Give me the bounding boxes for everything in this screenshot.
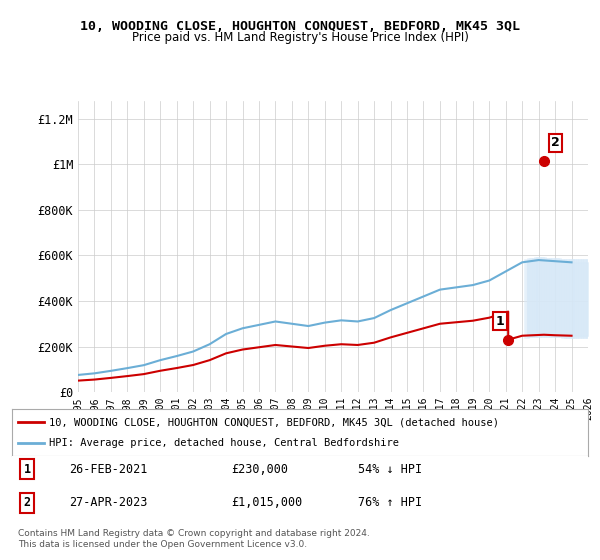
Text: 10, WOODING CLOSE, HOUGHTON CONQUEST, BEDFORD, MK45 3QL: 10, WOODING CLOSE, HOUGHTON CONQUEST, BE… bbox=[80, 20, 520, 32]
Text: 54% ↓ HPI: 54% ↓ HPI bbox=[358, 463, 422, 476]
Text: 2: 2 bbox=[551, 137, 560, 150]
Text: 2: 2 bbox=[23, 496, 31, 509]
Text: Price paid vs. HM Land Registry's House Price Index (HPI): Price paid vs. HM Land Registry's House … bbox=[131, 31, 469, 44]
Text: 1: 1 bbox=[23, 463, 31, 476]
Text: 1: 1 bbox=[496, 315, 505, 328]
Text: £230,000: £230,000 bbox=[231, 463, 288, 476]
Text: 10, WOODING CLOSE, HOUGHTON CONQUEST, BEDFORD, MK45 3QL (detached house): 10, WOODING CLOSE, HOUGHTON CONQUEST, BE… bbox=[49, 417, 499, 427]
Text: £1,015,000: £1,015,000 bbox=[231, 496, 302, 509]
Text: 76% ↑ HPI: 76% ↑ HPI bbox=[358, 496, 422, 509]
Text: Contains HM Land Registry data © Crown copyright and database right 2024.
This d: Contains HM Land Registry data © Crown c… bbox=[18, 529, 370, 549]
Text: HPI: Average price, detached house, Central Bedfordshire: HPI: Average price, detached house, Cent… bbox=[49, 438, 400, 448]
Text: 27-APR-2023: 27-APR-2023 bbox=[70, 496, 148, 509]
Text: 26-FEB-2021: 26-FEB-2021 bbox=[70, 463, 148, 476]
